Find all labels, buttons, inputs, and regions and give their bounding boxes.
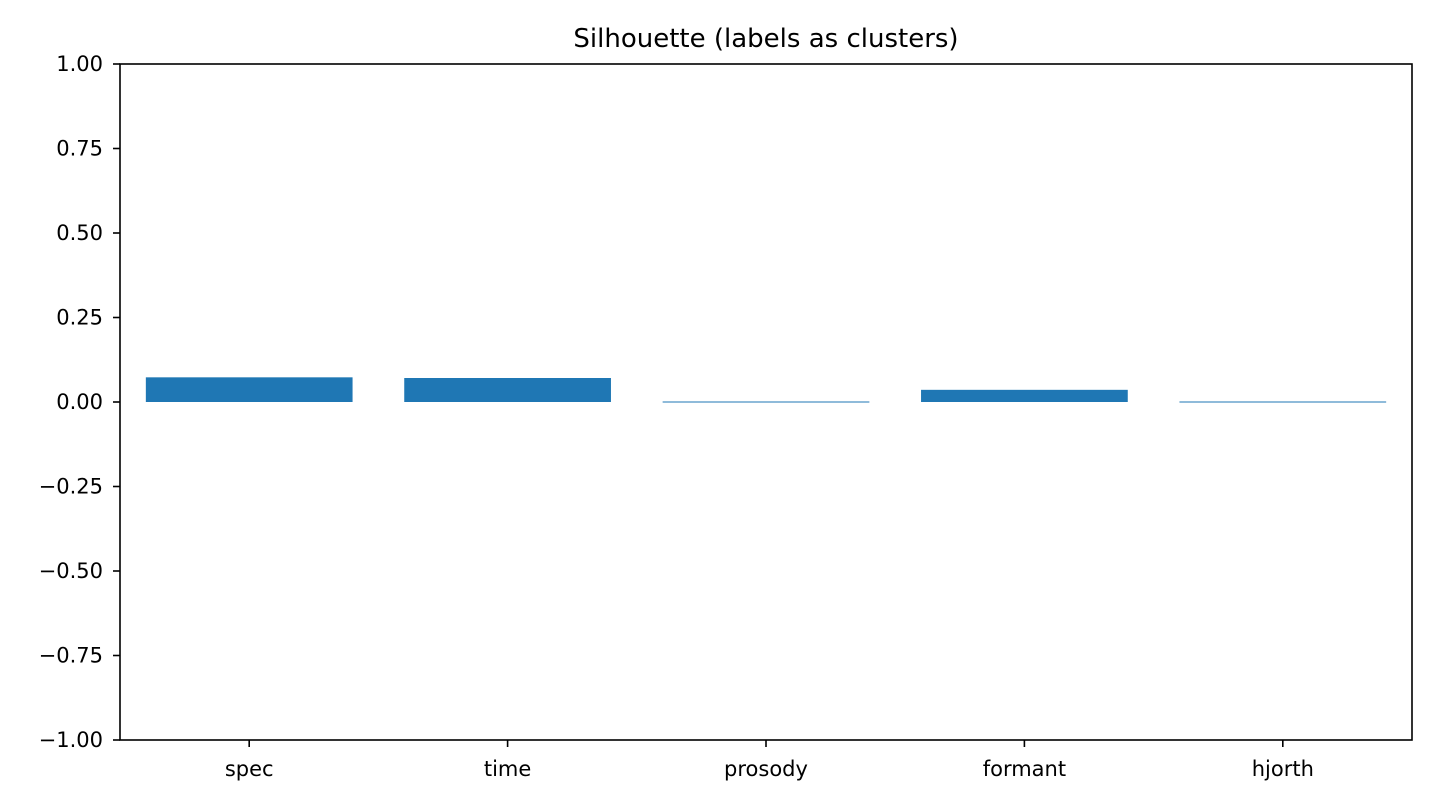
x-axis: spec time prosody formant hjorth [225, 740, 1314, 781]
y-tick-label: −0.25 [39, 475, 103, 499]
x-tick-label-spec: spec [225, 757, 274, 781]
y-tick-label: 0.50 [56, 221, 103, 245]
bar-time [404, 378, 611, 402]
y-tick-label: 1.00 [56, 52, 103, 76]
y-tick-label: −1.00 [39, 728, 103, 752]
chart-title: Silhouette (labels as clusters) [573, 24, 958, 54]
y-tick-label: 0.00 [56, 390, 103, 414]
x-tick-label-formant: formant [983, 757, 1066, 781]
x-tick-label-prosody: prosody [724, 757, 808, 781]
bar-hjorth [1179, 401, 1387, 403]
x-tick-label-time: time [484, 757, 531, 781]
bar-formant [921, 389, 1128, 402]
x-tick-label-hjorth: hjorth [1252, 757, 1314, 781]
y-tick-label: 0.25 [56, 306, 103, 330]
y-tick-label: 0.75 [56, 137, 103, 161]
bars-layer [145, 377, 1387, 403]
bar-prosody [662, 401, 870, 403]
bar-spec [145, 377, 353, 402]
plot-frame [119, 63, 1413, 741]
y-tick-label: −0.50 [39, 559, 103, 583]
y-axis: −1.00 −0.75 −0.50 −0.25 0.00 0.25 0.50 0.75 1.00 [39, 52, 120, 752]
y-tick-label: −0.75 [39, 644, 103, 668]
